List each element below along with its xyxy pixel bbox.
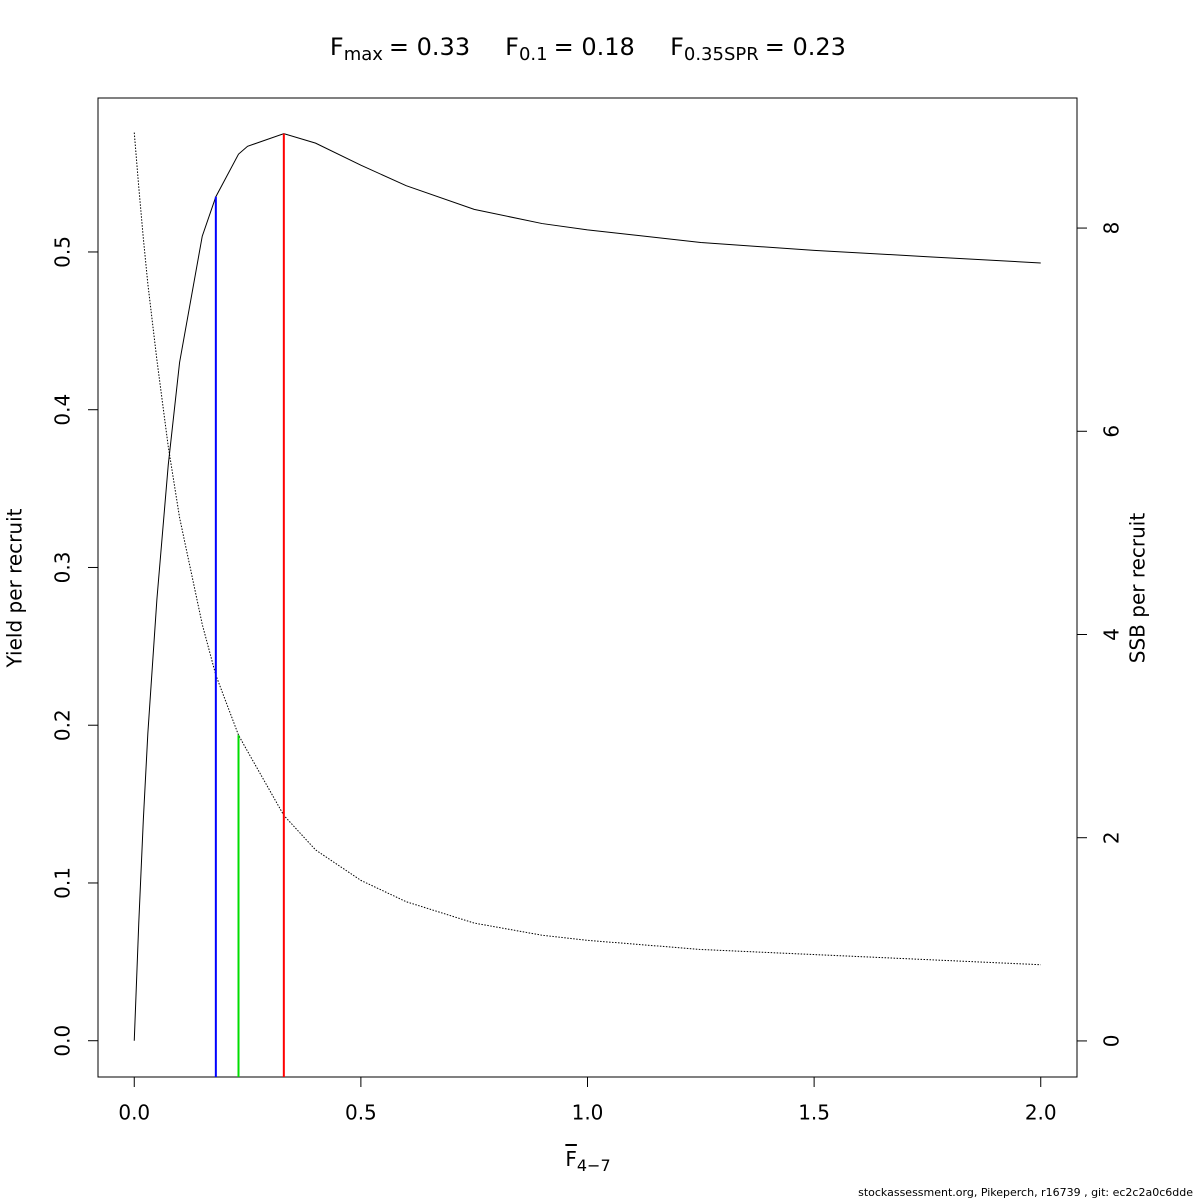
- plot-frame: [97, 97, 1078, 1078]
- y2-axis-label: SSB per recruit: [1126, 513, 1150, 664]
- y2-tick-label: 2: [1100, 831, 1124, 844]
- title-symbol: F: [505, 33, 519, 61]
- title-value: = 0.23: [765, 33, 846, 61]
- x-axis-label: F4−7: [565, 1147, 610, 1175]
- title-subscript: 0.1: [519, 44, 548, 65]
- y2-tick-label: 6: [1100, 425, 1124, 438]
- x-label-subscript: 4−7: [577, 1156, 611, 1175]
- title-value: = 0.18: [554, 33, 635, 61]
- x-tick-label: 0.0: [118, 1101, 150, 1125]
- x-label-symbol: F: [565, 1147, 577, 1171]
- y-axis-label: Yield per recruit: [3, 508, 27, 668]
- title-symbol: F: [670, 33, 684, 61]
- y-tick-label: 0.1: [51, 867, 75, 899]
- title-subscript: max: [344, 44, 384, 65]
- y2-tick-label: 0: [1100, 1035, 1124, 1048]
- x-tick-label: 2.0: [1025, 1101, 1057, 1125]
- y-tick-label: 0.4: [51, 394, 75, 426]
- x-tick-label: 1.0: [572, 1101, 604, 1125]
- title-part: F0.1 = 0.18: [505, 33, 635, 65]
- y2-tick-label: 4: [1100, 628, 1124, 641]
- title-symbol: F: [330, 33, 344, 61]
- title-subscript: 0.35SPR: [684, 44, 759, 65]
- title-value: = 0.33: [389, 33, 470, 61]
- series-line: [133, 132, 1041, 966]
- y-tick-label: 0.0: [51, 1025, 75, 1057]
- footer: stockassessment.org, Pikeperch, r16739 ,…: [858, 1186, 1193, 1199]
- y-tick-label: 0.5: [51, 236, 75, 268]
- title-part: Fmax = 0.33: [330, 33, 470, 65]
- x-tick-label: 1.5: [798, 1101, 830, 1125]
- y-tick-label: 0.2: [51, 709, 75, 741]
- title-part: F0.35SPR = 0.23: [670, 33, 846, 65]
- series-line: [133, 133, 1041, 1041]
- y2-tick-label: 8: [1100, 222, 1124, 235]
- x-tick-label: 0.5: [345, 1101, 377, 1125]
- y-tick-label: 0.3: [51, 552, 75, 584]
